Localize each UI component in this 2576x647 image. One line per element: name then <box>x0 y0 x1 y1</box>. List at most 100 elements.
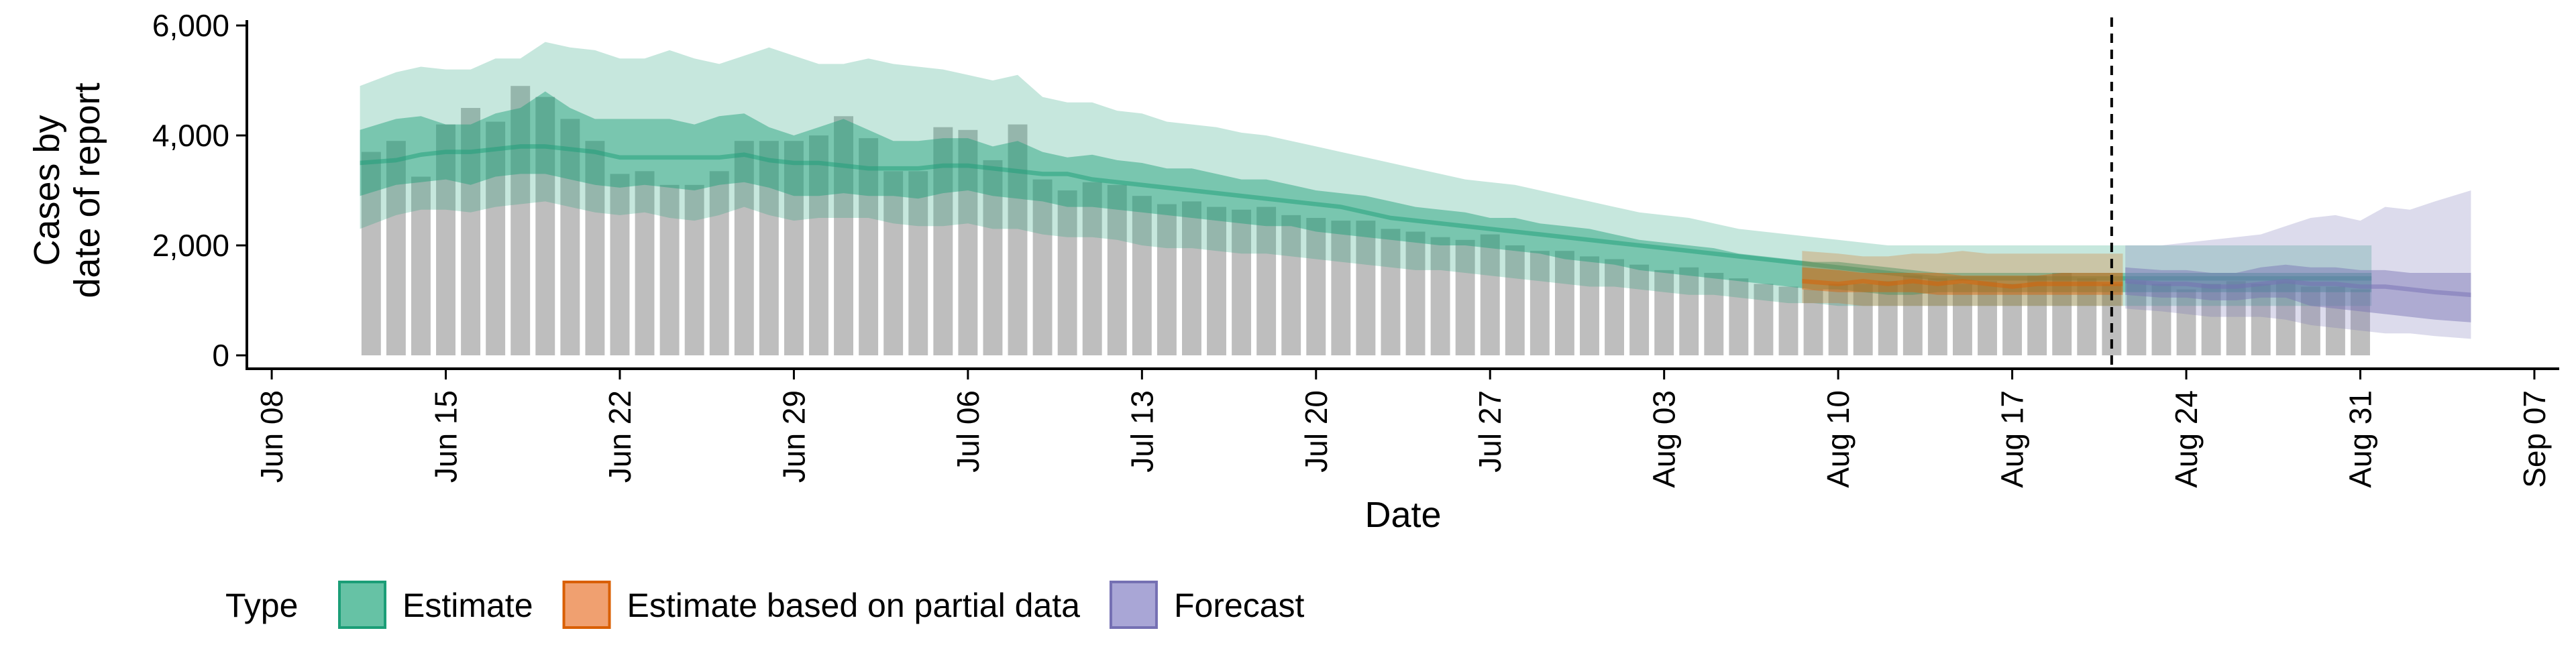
legend-layer: Type Estimate Estimate based on partial da… <box>225 581 1305 629</box>
data-bar <box>659 184 680 355</box>
data-bar <box>983 160 1003 355</box>
legend-swatch-forecast <box>1109 581 1158 629</box>
axes-layer: 0 2,000 4,000 6,000 Jun 08 Jun 15 Jun 22 Jun 29… <box>27 8 2559 535</box>
data-bar <box>1878 281 1898 355</box>
data-bar <box>809 135 828 355</box>
x-tick-label: Jul 20 <box>1299 390 1334 473</box>
data-bar <box>610 174 630 355</box>
data-bar <box>1754 284 1774 355</box>
data-bar <box>734 141 754 355</box>
data-bar <box>1828 284 1848 355</box>
estimate-band-90 <box>360 42 2372 306</box>
data-bar <box>1207 207 1226 355</box>
data-bar <box>2325 286 2345 355</box>
data-bar <box>2201 284 2221 355</box>
data-bar <box>1107 184 1127 355</box>
x-axis-title: Date <box>1364 495 1441 535</box>
x-tick-label: Jul 13 <box>1124 390 1159 473</box>
forecast-band-50 <box>2125 264 2471 322</box>
data-bar <box>2176 289 2196 355</box>
data-bar <box>361 152 381 355</box>
data-bar <box>2151 284 2171 355</box>
data-bar <box>535 97 555 355</box>
data-bar <box>1803 289 1823 355</box>
x-tick-label: Jul 27 <box>1472 390 1507 473</box>
legend-label-forecast: Forecast <box>1174 587 1305 624</box>
legend-swatch-estimate-based-on-partial-data <box>562 581 611 629</box>
data-bar <box>2351 289 2370 355</box>
data-bar <box>511 86 531 355</box>
data-bar <box>1381 229 1401 355</box>
data-bar <box>908 171 928 356</box>
data-bar <box>1232 209 1252 355</box>
data-bar <box>2002 284 2023 355</box>
data-bar <box>883 171 904 356</box>
data-bar <box>1132 196 1152 355</box>
data-bar <box>386 141 406 355</box>
data-bar <box>1356 221 1376 355</box>
y-tick-label: 4,000 <box>152 118 229 153</box>
legend-swatch-estimate <box>338 581 386 629</box>
y-axis-title: Cases bydate of report <box>27 82 107 298</box>
data-bar <box>1554 251 1574 355</box>
data-bar <box>1455 239 1475 355</box>
data-bar <box>1032 179 1053 355</box>
forecast-median-band <box>2125 279 2471 298</box>
y-axis-title-line: Cases by <box>27 115 67 266</box>
forecast-band-90 <box>2125 190 2471 339</box>
data-bar <box>1853 284 1873 355</box>
data-bar <box>1529 251 1550 355</box>
data-bar <box>436 124 455 355</box>
data-bar <box>1256 207 1277 355</box>
x-tick-label: Aug 31 <box>2343 390 2377 488</box>
estimate-band-50 <box>360 91 2372 295</box>
x-tick-label: Aug 24 <box>2169 390 2204 488</box>
legend-title: Type <box>225 587 298 624</box>
y-tick-label: 2,000 <box>152 228 229 263</box>
data-bar <box>2127 281 2147 355</box>
data-bar <box>2251 284 2271 355</box>
legend-label-estimate: Estimate <box>402 587 533 624</box>
y-tick-label: 6,000 <box>152 8 229 43</box>
data-bar <box>2052 273 2072 355</box>
data-bar <box>585 141 605 355</box>
data-bar <box>1704 273 1724 355</box>
data-bar <box>2300 286 2320 355</box>
data-bar <box>486 121 506 355</box>
data-bar <box>1729 278 1749 355</box>
x-tick-label: Sep 07 <box>2517 390 2552 488</box>
data-bar <box>1605 259 1625 355</box>
data-bar <box>1082 182 1102 355</box>
x-tick-label: Aug 03 <box>1647 390 1682 488</box>
x-tick-label: Aug 17 <box>1995 390 2030 488</box>
estimate-based-on-partial-data-band-90 <box>1802 251 2123 306</box>
data-bar <box>1281 215 1301 355</box>
x-tick-label: Jun 08 <box>254 390 289 483</box>
x-tick-label: Aug 10 <box>1821 390 1856 488</box>
data-bar <box>1778 286 1799 355</box>
data-bar <box>1181 201 1201 355</box>
data-bar <box>635 171 655 356</box>
data-bar <box>1629 264 1650 355</box>
ribbons-layer <box>360 42 2471 339</box>
data-bar <box>411 176 431 355</box>
data-bar <box>684 184 704 355</box>
data-bar <box>1927 278 1947 355</box>
data-bar <box>859 138 879 355</box>
data-bar <box>1057 190 1077 355</box>
data-bar <box>759 141 779 355</box>
data-bar <box>1405 231 1426 355</box>
bars-layer <box>361 86 2370 356</box>
data-bar <box>560 119 580 355</box>
y-axis-title-line: date of report <box>67 82 107 298</box>
x-tick-label: Jun 22 <box>602 390 637 483</box>
data-bar <box>1157 204 1177 355</box>
data-bar <box>1331 221 1351 355</box>
legend-label-estimate-based-on-partial-data: Estimate based on partial data <box>627 587 1081 624</box>
data-bar <box>2226 281 2246 355</box>
y-tick-label: 0 <box>212 338 229 373</box>
data-bar <box>2275 281 2296 355</box>
x-tick-label: Jun 29 <box>776 390 811 483</box>
data-bar <box>1306 218 1326 355</box>
